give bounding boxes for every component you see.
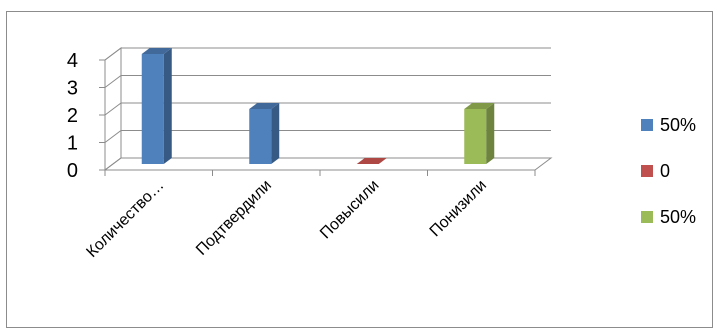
bar-side — [271, 103, 280, 164]
axes — [99, 59, 536, 176]
legend-item: 50% — [641, 207, 696, 227]
legend: 50% 0 50% — [641, 115, 696, 227]
gridlines — [104, 47, 551, 171]
legend-swatch — [641, 211, 653, 223]
legend-swatch — [641, 165, 653, 177]
gridline — [104, 130, 551, 143]
bar-side — [163, 48, 172, 164]
bar-front — [249, 109, 272, 164]
bar — [141, 48, 172, 164]
bar-top — [249, 103, 280, 109]
bar — [249, 103, 280, 164]
bars — [141, 48, 495, 164]
gridline — [104, 75, 551, 88]
bar-top — [141, 48, 172, 54]
x-axis-labels: Количество… Подтвердили Повысили Понизили — [83, 177, 490, 261]
y-tick-label: 2 — [67, 105, 78, 127]
legend-item: 50% — [641, 115, 696, 135]
bar-front — [464, 109, 487, 164]
gridline — [104, 157, 551, 171]
gridline — [104, 47, 551, 61]
y-tick-label: 0 — [67, 160, 78, 182]
x-category-label: Понизили — [427, 177, 490, 240]
bar — [356, 158, 387, 164]
x-category-label: Количество… — [83, 177, 167, 261]
legend-swatch — [641, 119, 653, 131]
bar-front — [141, 54, 164, 164]
legend-item: 0 — [641, 161, 670, 181]
bar-side — [486, 103, 495, 164]
x-category-label: Подтвердили — [193, 177, 275, 259]
legend-label: 50% — [660, 207, 696, 227]
legend-label: 50% — [660, 115, 696, 135]
bar — [464, 103, 495, 164]
bar-top — [356, 158, 387, 164]
y-tick-label: 1 — [67, 133, 78, 155]
y-tick-label: 4 — [67, 50, 78, 72]
bar-top — [464, 103, 495, 109]
x-category-label: Повысили — [317, 177, 382, 242]
gridline — [104, 102, 551, 116]
legend-label: 0 — [660, 161, 670, 181]
y-tick-label: 3 — [67, 78, 78, 100]
y-axis-ticks: 0 1 2 3 4 — [67, 50, 78, 182]
